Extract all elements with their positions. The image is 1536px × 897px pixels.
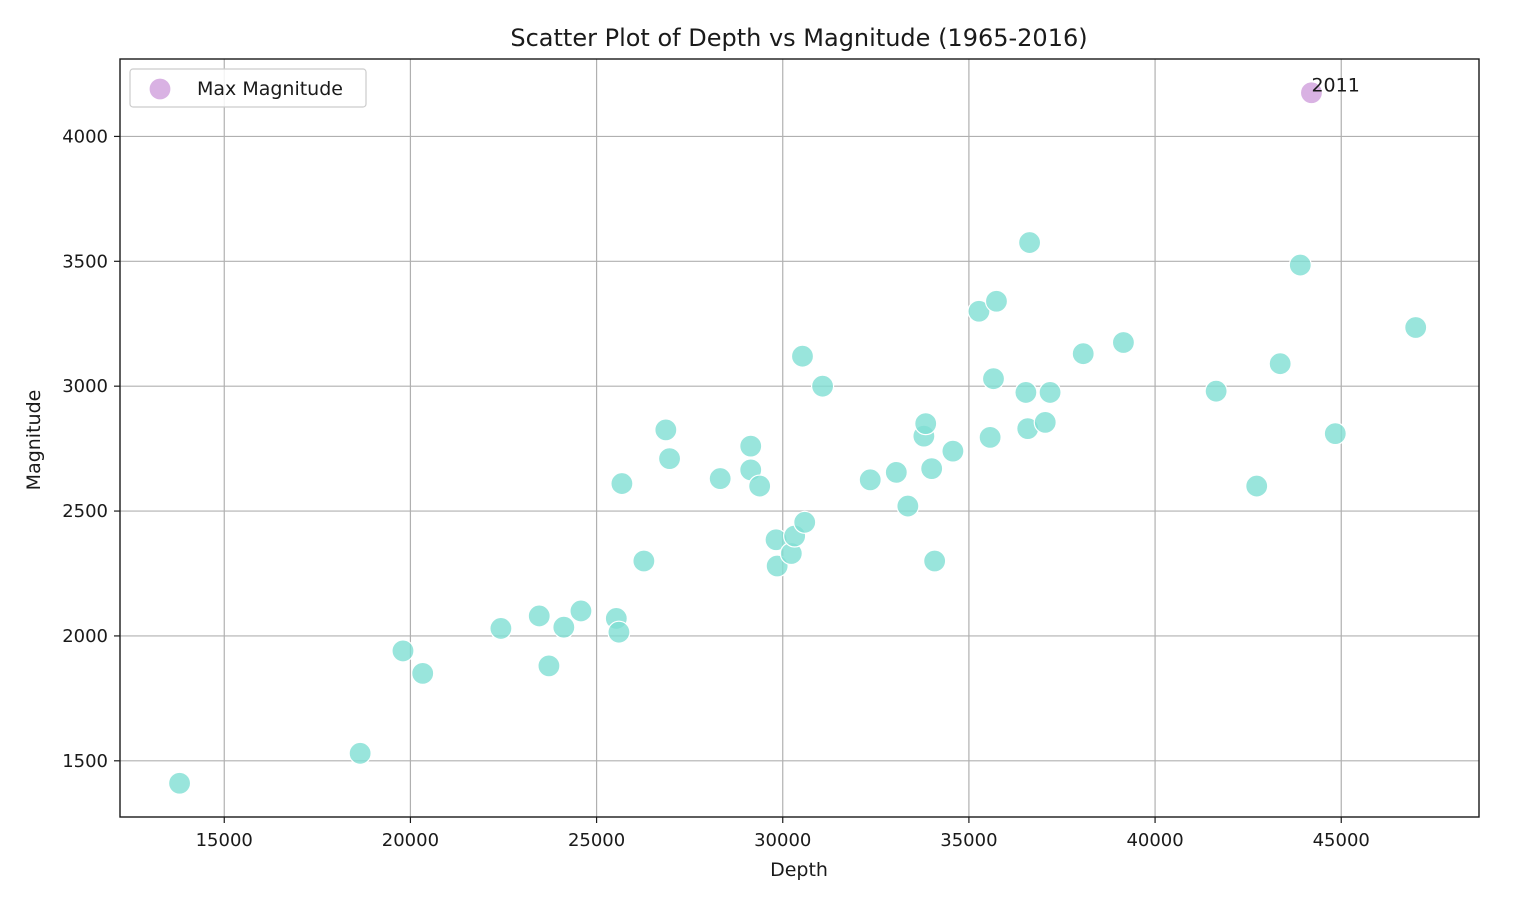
y-tick-label: 3500 — [62, 251, 108, 272]
data-point — [348, 741, 372, 765]
x-tick-label: 35000 — [940, 830, 997, 851]
data-point — [654, 418, 678, 442]
data-point — [1111, 330, 1136, 355]
data-point — [1038, 380, 1062, 405]
data-point — [607, 620, 631, 644]
data-point — [793, 510, 817, 534]
data-point — [1245, 474, 1269, 498]
x-tick-label: 30000 — [754, 830, 811, 851]
data-point — [896, 494, 920, 518]
data-point — [1323, 422, 1347, 446]
plot-frame — [119, 58, 1480, 818]
data-point — [708, 466, 732, 491]
x-tick-label: 25000 — [568, 830, 625, 851]
data-point — [884, 460, 908, 484]
data-point — [1204, 379, 1228, 403]
y-tick-label: 4000 — [62, 126, 108, 147]
x-tick-label: 45000 — [1313, 830, 1370, 851]
data-point — [569, 599, 593, 623]
data-point — [941, 439, 965, 463]
y-tick-label: 2500 — [62, 501, 108, 522]
data-point — [978, 425, 1002, 449]
y-tick-label: 3000 — [62, 376, 108, 397]
data-point — [739, 434, 763, 458]
data-point — [748, 474, 772, 498]
data-point — [552, 615, 576, 639]
data-point — [1014, 380, 1038, 405]
data-point — [632, 549, 656, 573]
data-point — [537, 654, 561, 678]
y-axis-ticks: 1500 2000 2500 3000 3500 4000 — [62, 126, 120, 772]
y-axis-label: Magnitude — [23, 390, 45, 491]
y-tick-label: 1500 — [62, 751, 108, 772]
data-point — [411, 661, 435, 685]
data-point — [981, 367, 1006, 391]
x-tick-label: 15000 — [196, 830, 253, 851]
data-point — [527, 604, 551, 628]
data-point — [1404, 315, 1428, 340]
data-point — [920, 456, 944, 481]
data-point — [858, 468, 882, 492]
data-point — [657, 447, 682, 471]
data-point — [610, 471, 634, 496]
x-axis-ticks: 15000 20000 25000 30000 35000 40000 45000 — [196, 817, 1370, 851]
legend-box — [129, 68, 367, 108]
data-point — [167, 771, 192, 795]
data-point — [967, 299, 991, 323]
y-tick-label: 2000 — [62, 626, 108, 647]
grid — [120, 59, 1479, 817]
x-tick-label: 20000 — [382, 830, 439, 851]
data-point — [1033, 410, 1057, 434]
data-point — [1071, 342, 1095, 366]
x-axis-label: Depth — [770, 859, 828, 881]
data-point — [1288, 253, 1312, 277]
x-tick-label: 40000 — [1126, 830, 1183, 851]
point-annotation: 2011 — [1311, 75, 1359, 97]
data-point — [810, 374, 835, 398]
data-point — [489, 616, 513, 641]
data-point — [391, 639, 415, 663]
legend: Max Magnitude — [129, 68, 367, 108]
data-point — [984, 289, 1009, 313]
data-point — [1017, 230, 1042, 255]
data-points: 2011 — [167, 75, 1428, 795]
data-point — [923, 549, 947, 573]
chart-title: Scatter Plot of Depth vs Magnitude (1965… — [510, 24, 1087, 52]
data-point — [914, 412, 938, 436]
data-point — [790, 344, 815, 368]
legend-label: Max Magnitude — [197, 78, 343, 100]
data-point — [1268, 352, 1292, 376]
max-magnitude-point — [1299, 81, 1324, 105]
legend-marker — [148, 77, 172, 101]
